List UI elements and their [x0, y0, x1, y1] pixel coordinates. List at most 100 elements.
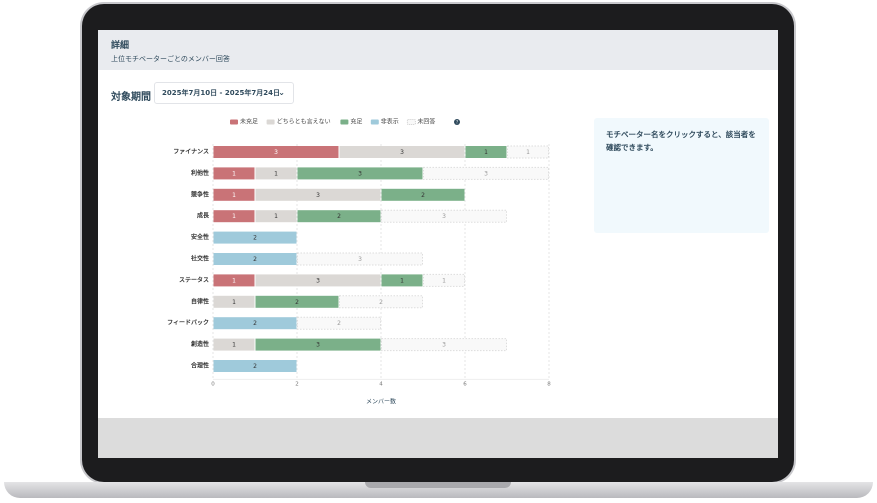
- bar-segment[interactable]: [339, 146, 465, 158]
- bar-segment[interactable]: [423, 166, 549, 180]
- bar-segment[interactable]: [255, 274, 381, 287]
- laptop-base: [4, 482, 873, 498]
- bar-segment[interactable]: [255, 295, 339, 308]
- chevron-down-icon: ⌄: [278, 88, 285, 97]
- legend-swatch[interactable]: [266, 119, 275, 125]
- bar-segment[interactable]: [255, 188, 381, 201]
- bar-segment[interactable]: [213, 167, 255, 180]
- bar-value-label: 1: [232, 277, 236, 284]
- bar-value-label: 2: [295, 299, 299, 306]
- bar-segment[interactable]: [339, 295, 423, 309]
- bar-value-label: 2: [379, 299, 383, 306]
- bar-segment[interactable]: [297, 210, 381, 223]
- category-label[interactable]: 利他性: [190, 169, 209, 177]
- period-select[interactable]: 2025年7月10日 - 2025年7月24日 ⌄: [154, 82, 294, 104]
- bar-segment[interactable]: [213, 360, 297, 372]
- bar-segment[interactable]: [255, 210, 297, 223]
- x-axis-title: メンバー数: [366, 398, 396, 406]
- screen: 詳細 上位モチベーターごとのメンバー回答 対象期間 2025年7月10日 - 2…: [98, 30, 778, 458]
- bar-value-label: 2: [253, 363, 257, 370]
- bar-value-label: 3: [442, 342, 446, 349]
- bar-segment[interactable]: [381, 338, 507, 352]
- period-label: 対象期間: [111, 92, 151, 103]
- category-label[interactable]: 合理性: [191, 362, 209, 370]
- legend-item[interactable]: 充足: [350, 118, 362, 126]
- category-label[interactable]: 安全性: [191, 233, 209, 241]
- bar-value-label: 1: [232, 213, 236, 220]
- section-subtitle: 上位モチベーターごとのメンバー回答: [111, 55, 230, 63]
- bar-value-label: 3: [274, 149, 278, 156]
- bar-segment[interactable]: [213, 253, 297, 265]
- bar-value-label: 3: [316, 342, 320, 349]
- bar-segment[interactable]: [381, 274, 423, 287]
- category-label[interactable]: フィードバック: [167, 319, 209, 327]
- bar-value-label: 2: [337, 320, 341, 327]
- bar-segment[interactable]: [213, 146, 339, 158]
- bar-value-label: 3: [358, 170, 362, 177]
- bar-value-label: 2: [253, 235, 257, 242]
- legend-swatch[interactable]: [370, 119, 379, 125]
- bar-value-label: 2: [253, 256, 257, 263]
- bar-segment[interactable]: [213, 210, 255, 223]
- legend-item[interactable]: 非表示: [381, 118, 399, 126]
- bar-value-label: 2: [421, 192, 425, 199]
- bar-value-label: 3: [358, 256, 362, 263]
- category-label[interactable]: 競争性: [191, 190, 209, 198]
- bar-value-label: 1: [274, 170, 278, 177]
- bar-segment[interactable]: [213, 231, 297, 244]
- bar-segment[interactable]: [297, 167, 423, 180]
- laptop-notch: [365, 482, 511, 488]
- bar-value-label: 3: [484, 170, 488, 177]
- x-tick-label: 8: [547, 382, 551, 388]
- category-label[interactable]: ファイナンス: [173, 149, 209, 156]
- bar-value-label: 1: [526, 149, 530, 156]
- bar-segment[interactable]: [213, 338, 255, 351]
- bar-value-label: 1: [484, 149, 488, 156]
- help-icon[interactable]: [454, 119, 460, 125]
- section-header: 詳細 上位モチベーターごとのメンバー回答: [98, 30, 778, 70]
- info-text: モチベーター名をクリックすると、該当者を確認できます。: [606, 130, 756, 152]
- bar-value-label: 3: [316, 277, 320, 284]
- legend-item[interactable]: 未回答: [417, 118, 435, 126]
- bar-value-label: 3: [316, 192, 320, 199]
- bar-segment[interactable]: [213, 274, 255, 287]
- legend-swatch[interactable]: [230, 119, 238, 125]
- bar-value-label: 1: [232, 170, 236, 177]
- bar-value-label: 1: [400, 277, 404, 284]
- period-value: 2025年7月10日 - 2025年7月24日: [162, 89, 280, 97]
- section-title: 詳細: [111, 41, 130, 51]
- category-label[interactable]: 創造性: [190, 340, 209, 348]
- bar-segment[interactable]: [255, 167, 297, 180]
- info-panel: モチベーター名をクリックすると、該当者を確認できます。: [594, 118, 769, 233]
- bar-value-label: 1: [274, 213, 278, 220]
- bar-value-label: 1: [232, 299, 236, 306]
- category-label[interactable]: 自律性: [191, 297, 209, 305]
- bar-segment[interactable]: [255, 338, 381, 351]
- help-icon-glyph: ?: [456, 119, 458, 124]
- legend-item[interactable]: どちらとも言えない: [277, 118, 331, 126]
- bar-segment[interactable]: [213, 188, 255, 201]
- category-label[interactable]: 社交性: [190, 255, 209, 263]
- x-tick-label: 6: [463, 382, 467, 388]
- bar-segment[interactable]: [381, 209, 507, 223]
- bar-segment[interactable]: [381, 188, 465, 201]
- legend-swatch[interactable]: [340, 119, 349, 125]
- category-label[interactable]: 成長: [197, 212, 210, 220]
- bar-value-label: 3: [400, 149, 404, 156]
- bar-value-label: 1: [442, 277, 446, 284]
- bar-value-label: 1: [232, 192, 236, 199]
- bar-segment[interactable]: [423, 273, 465, 287]
- bar-segment[interactable]: [297, 316, 381, 330]
- bar-segment[interactable]: [213, 295, 255, 308]
- x-tick-label: 0: [211, 382, 215, 388]
- legend-swatch[interactable]: [406, 119, 416, 125]
- legend-item[interactable]: 未充足: [240, 118, 258, 126]
- bar-segment[interactable]: [297, 252, 423, 266]
- stacked-bar-chart: 0 2 4 6 8 メンバー数 未充足 どちらとも言えない 充足 非表示 未回答 ? ファイナンス 3 3 1…: [167, 118, 551, 406]
- bar-segment[interactable]: [213, 317, 297, 330]
- bar-value-label: 2: [337, 213, 341, 220]
- bar-segment[interactable]: [465, 146, 507, 158]
- bar-segment[interactable]: [507, 145, 549, 159]
- x-tick-label: 4: [379, 382, 383, 388]
- category-label[interactable]: ステータス: [179, 276, 209, 284]
